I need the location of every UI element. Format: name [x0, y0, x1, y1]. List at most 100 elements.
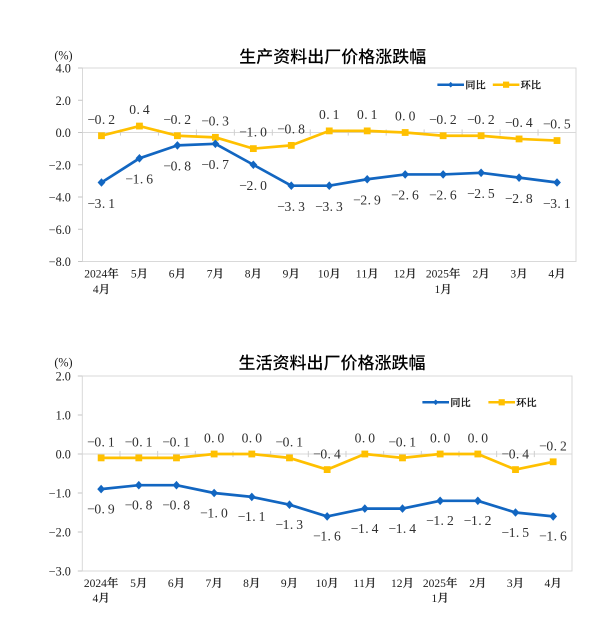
svg-text:.: . — [211, 431, 214, 446]
svg-text:0: 0 — [409, 109, 416, 124]
svg-text:1: 1 — [247, 125, 254, 140]
svg-text:2: 2 — [560, 439, 567, 454]
svg-text:.: . — [330, 199, 333, 214]
svg-text:.: . — [444, 112, 447, 127]
svg-text:0: 0 — [319, 107, 326, 122]
svg-text:−: − — [429, 188, 437, 203]
svg-text:5: 5 — [564, 117, 571, 132]
svg-text:2: 2 — [469, 578, 475, 590]
svg-text:3: 3 — [507, 578, 513, 590]
svg-text:6: 6 — [334, 529, 341, 544]
svg-text:8: 8 — [183, 498, 190, 513]
svg-text:6: 6 — [450, 188, 457, 203]
svg-text:−: − — [391, 188, 399, 203]
svg-text:.: . — [482, 186, 485, 201]
svg-text:−: − — [87, 435, 95, 450]
svg-text:0: 0 — [255, 431, 262, 446]
svg-text:.: . — [328, 446, 331, 461]
svg-text:2: 2 — [84, 578, 90, 590]
svg-text:8: 8 — [245, 269, 251, 281]
svg-text:.: . — [519, 115, 522, 130]
svg-text:1: 1 — [471, 513, 478, 528]
svg-text:9: 9 — [281, 578, 287, 590]
svg-text:.: . — [478, 513, 481, 528]
svg-text:−: − — [239, 125, 247, 140]
svg-text:3: 3 — [550, 196, 557, 211]
svg-text:4: 4 — [101, 269, 107, 281]
svg-text:2: 2 — [184, 112, 191, 127]
svg-text:2: 2 — [472, 269, 478, 281]
svg-text:2: 2 — [360, 193, 367, 208]
svg-text:1: 1 — [394, 269, 400, 281]
svg-text:0: 0 — [324, 269, 330, 281]
svg-text:−: − — [501, 525, 509, 540]
svg-text:.: . — [254, 125, 257, 140]
svg-text:.: . — [136, 102, 139, 117]
svg-text:2: 2 — [108, 112, 115, 127]
svg-text:1: 1 — [433, 513, 440, 528]
svg-text:0: 0 — [283, 435, 290, 450]
svg-text:1: 1 — [320, 529, 327, 544]
svg-text:5: 5 — [130, 578, 136, 590]
svg-text:9: 9 — [374, 193, 381, 208]
svg-text:−: − — [388, 435, 396, 450]
svg-text:.: . — [475, 431, 478, 446]
svg-text:−: − — [163, 112, 171, 127]
svg-text:−: − — [162, 435, 170, 450]
svg-text:1: 1 — [146, 435, 153, 450]
svg-text:1: 1 — [316, 578, 322, 590]
svg-text:0: 0 — [242, 431, 249, 446]
svg-text:−: − — [277, 122, 285, 137]
svg-text:−8.0: −8.0 — [49, 255, 71, 269]
svg-text:−: − — [275, 435, 283, 450]
svg-text:3: 3 — [510, 269, 516, 281]
svg-text:−2.0: −2.0 — [49, 526, 71, 540]
svg-text:2.0: 2.0 — [56, 94, 71, 108]
svg-text:−: − — [543, 196, 551, 211]
svg-text:0: 0 — [357, 107, 364, 122]
svg-text:1: 1 — [361, 269, 367, 281]
svg-text:1: 1 — [396, 521, 403, 536]
svg-text:−: − — [275, 517, 283, 532]
svg-text:1: 1 — [108, 435, 115, 450]
svg-text:−: − — [539, 439, 547, 454]
svg-text:1: 1 — [259, 509, 266, 524]
svg-text:7: 7 — [222, 157, 229, 172]
svg-text:3: 3 — [95, 196, 102, 211]
svg-text:0: 0 — [320, 446, 327, 461]
svg-text:3: 3 — [298, 199, 305, 214]
svg-text:6: 6 — [168, 578, 174, 590]
svg-text:−: − — [426, 513, 434, 528]
svg-text:−: − — [201, 113, 209, 128]
svg-text:8: 8 — [243, 578, 249, 590]
svg-text:2: 2 — [447, 513, 454, 528]
svg-text:−: − — [239, 178, 247, 193]
svg-text:8: 8 — [298, 122, 305, 137]
svg-text:−: − — [505, 191, 513, 206]
svg-text:0: 0 — [204, 431, 211, 446]
svg-text:.: . — [554, 529, 557, 544]
svg-text:.: . — [102, 501, 105, 516]
svg-text:1: 1 — [318, 269, 324, 281]
svg-text:2.0: 2.0 — [56, 370, 71, 384]
svg-text:.: . — [362, 431, 365, 446]
svg-text:1: 1 — [409, 435, 416, 450]
svg-text:.: . — [102, 112, 105, 127]
svg-text:.: . — [177, 435, 180, 450]
svg-text:1: 1 — [435, 284, 441, 296]
svg-text:0: 0 — [170, 435, 177, 450]
svg-text:9: 9 — [283, 269, 289, 281]
svg-text:0.0: 0.0 — [56, 126, 71, 140]
svg-text:0: 0 — [94, 501, 101, 516]
svg-text:0: 0 — [95, 112, 102, 127]
svg-text:−6.0: −6.0 — [49, 223, 71, 237]
svg-text:5: 5 — [131, 269, 137, 281]
svg-text:−: − — [467, 186, 475, 201]
svg-text:0: 0 — [509, 446, 516, 461]
svg-text:7: 7 — [207, 269, 213, 281]
svg-text:0: 0 — [170, 498, 177, 513]
svg-text:−: − — [200, 505, 208, 520]
svg-text:.: . — [249, 431, 252, 446]
svg-text:1: 1 — [353, 578, 359, 590]
svg-text:0: 0 — [218, 431, 225, 446]
